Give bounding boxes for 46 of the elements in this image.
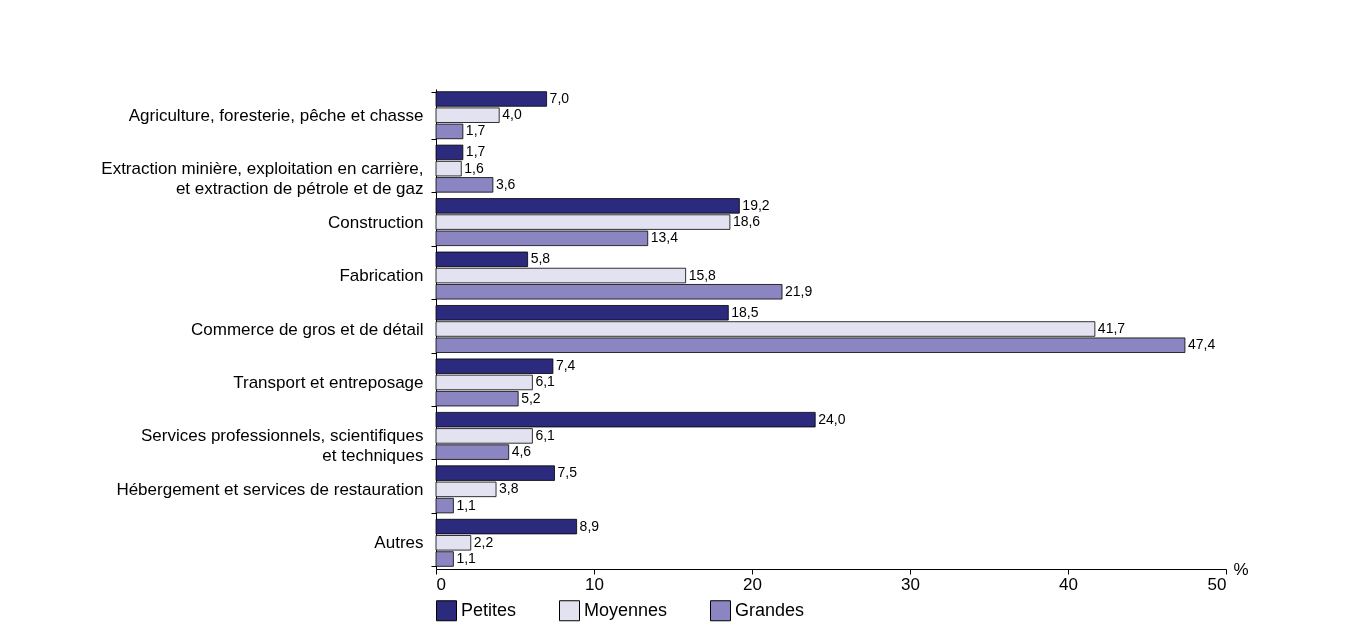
data-label: 7,4 xyxy=(555,357,576,374)
data-label: 18,5 xyxy=(731,303,759,320)
data-label: 5,2 xyxy=(521,389,541,406)
data-label: 19,2 xyxy=(742,196,770,213)
data-label: 7,5 xyxy=(557,464,578,481)
x-tick-label: 50 xyxy=(1207,574,1227,594)
data-label: 7,0 xyxy=(549,89,570,106)
y-tick-label: Commerce de gros et de détail xyxy=(191,319,424,339)
legend-label: Moyennes xyxy=(584,599,668,620)
y-tick-label: Autres xyxy=(374,533,424,553)
data-label: 1,6 xyxy=(464,159,484,176)
data-label: 6,1 xyxy=(535,373,556,390)
legend-label: Grandes xyxy=(735,599,805,620)
x-tick-label: 30 xyxy=(901,574,920,594)
data-label: 13,4 xyxy=(650,229,679,246)
x-tick-label: 10 xyxy=(585,574,604,594)
x-tick-label: 20 xyxy=(743,574,762,594)
legend-label: Petites xyxy=(461,599,517,620)
x-tick-label: 40 xyxy=(1059,574,1078,594)
data-label: 1,7 xyxy=(465,143,486,160)
y-tick-label: Extraction minière, exploitation en carrière, et extraction de pétrole et de gaz xyxy=(101,159,424,199)
data-label: 5,8 xyxy=(530,250,551,267)
data-label: 1,1 xyxy=(456,496,477,513)
data-label: 15,8 xyxy=(688,266,717,283)
data-label: 18,6 xyxy=(732,213,761,230)
data-label: 3,8 xyxy=(499,480,519,497)
y-tick-label: Construction xyxy=(328,212,424,232)
data-label: 47,4 xyxy=(1187,336,1216,353)
data-label: 1,1 xyxy=(456,550,477,567)
data-label: 4,0 xyxy=(502,106,522,123)
y-tick-label: Services professionnels, scientifiques et techniques xyxy=(140,426,424,466)
y-tick-label: Fabrication xyxy=(339,266,424,286)
y-tick-label: Hébergement et services de restauration xyxy=(116,479,424,499)
x-axis-title: % xyxy=(1233,559,1249,579)
y-tick-label: Agriculture, foresterie, pêche et chasse xyxy=(128,105,424,125)
y-tick-label: Transport et entreposage xyxy=(233,372,424,392)
data-label: 24,0 xyxy=(818,410,846,427)
data-label: 41,7 xyxy=(1097,320,1126,336)
data-label: 2,2 xyxy=(473,533,494,550)
data-label: 3,6 xyxy=(495,175,516,192)
x-tick-label: 0 xyxy=(436,574,446,594)
data-label: 6,1 xyxy=(535,426,556,443)
data-label: 21,9 xyxy=(785,282,813,299)
data-label: 1,7 xyxy=(465,122,486,139)
data-label: 4,6 xyxy=(511,443,532,460)
data-label: 8,9 xyxy=(579,517,600,534)
